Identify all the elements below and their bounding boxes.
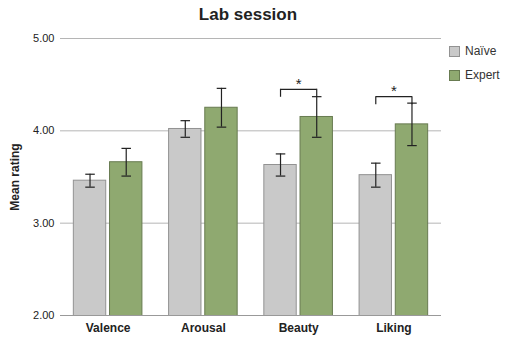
svg-text:*: *	[391, 82, 397, 99]
svg-text:*: *	[296, 75, 302, 92]
svg-text:Mean rating: Mean rating	[8, 143, 22, 210]
svg-text:Beauty: Beauty	[279, 321, 319, 335]
svg-text:Arousal: Arousal	[181, 321, 226, 335]
svg-text:4.00: 4.00	[33, 124, 54, 136]
svg-text:5.00: 5.00	[33, 32, 54, 44]
svg-text:2.00: 2.00	[33, 309, 54, 321]
svg-text:Valence: Valence	[86, 321, 131, 335]
svg-text:3.00: 3.00	[33, 217, 54, 229]
svg-text:Liking: Liking	[376, 321, 411, 335]
html-text:Expert: Expert	[465, 68, 500, 82]
html-text:Naïve: Naïve	[465, 44, 497, 58]
html-text:Lab session: Lab session	[198, 5, 298, 24]
